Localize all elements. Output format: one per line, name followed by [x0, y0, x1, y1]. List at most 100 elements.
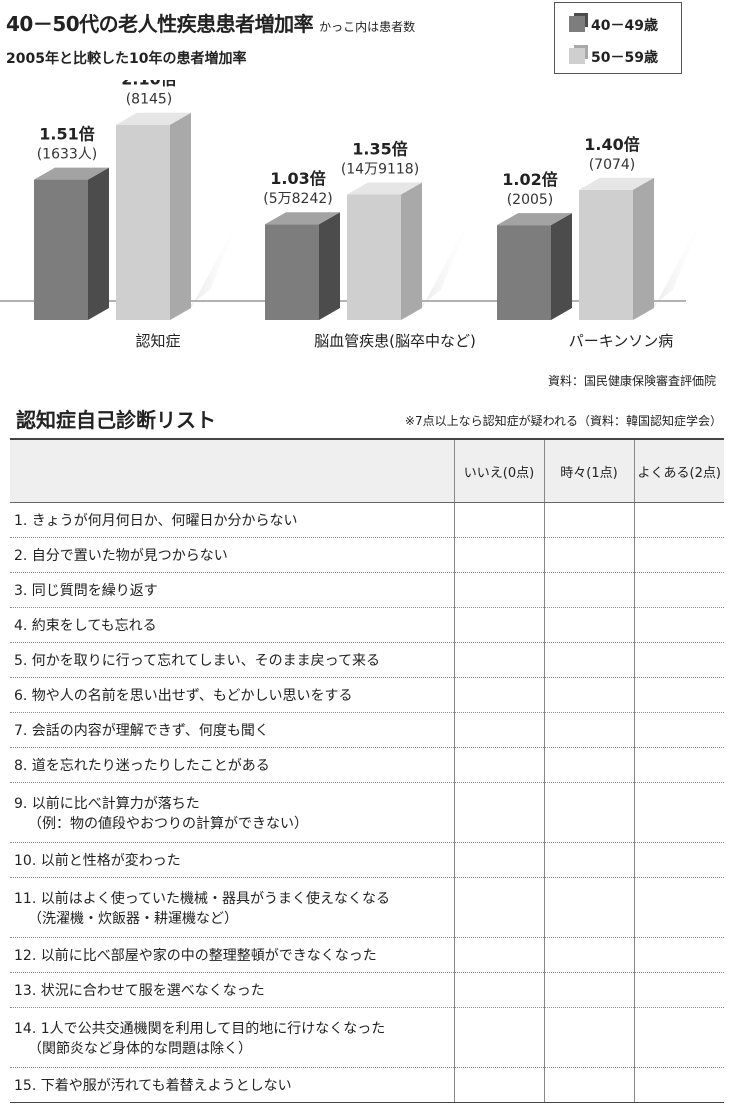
- bar-value-label: 1.40倍: [584, 135, 639, 154]
- checklist-item-line1: 8. 道を忘れたり迷ったりしたことがある: [14, 758, 270, 774]
- answer-cell-often[interactable]: [633, 782, 724, 843]
- bar-top: [579, 177, 654, 190]
- bar-value-label: 1.51倍: [39, 125, 94, 144]
- answer-cell-no[interactable]: [453, 842, 544, 878]
- answer-cell-sometimes[interactable]: [543, 972, 634, 1008]
- answer-cell-no[interactable]: [453, 972, 544, 1008]
- answer-cell-no[interactable]: [453, 937, 544, 973]
- checklist-item-text: 12. 以前に比べ部屋や家の中の整理整頓ができなくなった: [10, 937, 454, 973]
- answer-cell-sometimes[interactable]: [543, 677, 634, 713]
- answer-cell-often[interactable]: [633, 537, 724, 573]
- checklist-row: 11. 以前はよく使っていた機械・器具がうまく使えなくなる （洗濯機・炊飯器・耕運…: [10, 877, 724, 938]
- checklist-row: 12. 以前に比べ部屋や家の中の整理整頓ができなくなった: [10, 937, 724, 973]
- bar-front: [497, 225, 551, 320]
- answer-cell-often[interactable]: [633, 747, 724, 783]
- checklist-row: 2. 自分で置いた物が見つからない: [10, 537, 724, 573]
- answer-cell-no[interactable]: [453, 747, 544, 783]
- answer-cell-no[interactable]: [453, 1007, 544, 1068]
- bar-top: [116, 112, 191, 125]
- checklist-item-line2: （洗濯機・炊飯器・耕運機など）: [28, 910, 238, 927]
- bar-side: [170, 112, 191, 320]
- checklist-row: 4. 約束をしても忘れる: [10, 607, 724, 643]
- checklist-item-text: 7. 会話の内容が理解できず、何度も聞く: [10, 712, 454, 748]
- category-label: 認知症: [135, 332, 180, 350]
- checklist-item-text: 1. きょうが何月何日か、何曜日か分からない: [10, 502, 454, 538]
- answer-cell-often[interactable]: [633, 677, 724, 713]
- checklist-note: ※7点以上なら認知症が疑われる（資料：韓国認知症学会）: [404, 414, 722, 428]
- checklist-item-text: 13. 状況に合わせて服を選べなくなった: [10, 972, 454, 1008]
- answer-cell-often[interactable]: [633, 877, 724, 938]
- checklist-item-text: 8. 道を忘れたり迷ったりしたことがある: [10, 747, 454, 783]
- legend-swatch-50s: [569, 48, 585, 64]
- bar-value-label: 1.35倍: [352, 139, 407, 158]
- bar-value-label: 2.10倍: [121, 80, 176, 89]
- answer-cell-sometimes[interactable]: [543, 642, 634, 678]
- answer-cell-often[interactable]: [633, 1067, 724, 1103]
- answer-cell-sometimes[interactable]: [543, 1067, 634, 1103]
- chart-title-text: 40－50代の老人性疾患患者増加率: [6, 12, 314, 36]
- checklist-row: 1. きょうが何月何日か、何曜日か分からない: [10, 502, 724, 538]
- checklist-body: 1. きょうが何月何日か、何曜日か分からない 2. 自分で置いた物が見つからない 3…: [10, 502, 724, 1103]
- checklist-row: 9. 以前に比べ計算力が落ちた （例：物の値段やおつりの計算ができない）: [10, 782, 724, 843]
- checklist-item-line1: 11. 以前はよく使っていた機械・器具がうまく使えなくなる: [14, 890, 391, 907]
- checklist-item-line1: 15. 下着や服が汚れても着替えようとしない: [14, 1078, 292, 1094]
- answer-cell-no[interactable]: [453, 677, 544, 713]
- answer-cell-no[interactable]: [453, 607, 544, 643]
- bar-front: [265, 224, 319, 320]
- bar-count-label: (5万8242): [263, 191, 332, 207]
- checklist-item-line1: 4. 約束をしても忘れる: [14, 618, 157, 634]
- answer-cell-sometimes[interactable]: [543, 937, 634, 973]
- answer-cell-often[interactable]: [633, 842, 724, 878]
- answer-cell-sometimes[interactable]: [543, 607, 634, 643]
- answer-cell-no[interactable]: [453, 712, 544, 748]
- bar-count-label: (7074): [589, 157, 636, 173]
- answer-cell-often[interactable]: [633, 972, 724, 1008]
- bar-top: [347, 182, 422, 195]
- chart-title-note: かっこ内は患者数: [319, 20, 416, 34]
- answer-cell-often[interactable]: [633, 502, 724, 538]
- header-sometimes: 時々(1点): [543, 438, 634, 503]
- answer-cell-no[interactable]: [453, 877, 544, 938]
- header-often: よくある(2点): [633, 438, 724, 503]
- bar-side: [633, 177, 654, 320]
- bar-count-label: (2005): [507, 192, 554, 208]
- category-label: 脳血管疾患(脳卒中など): [314, 332, 476, 350]
- answer-cell-no[interactable]: [453, 502, 544, 538]
- answer-cell-often[interactable]: [633, 937, 724, 973]
- answer-cell-no[interactable]: [453, 537, 544, 573]
- bar-value-label: 1.02倍: [502, 170, 557, 189]
- answer-cell-no[interactable]: [453, 1067, 544, 1103]
- checklist-title: 認知症自己診断リスト: [16, 408, 216, 432]
- answer-cell-sometimes[interactable]: [543, 782, 634, 843]
- bar-front: [34, 179, 88, 320]
- bar-front: [579, 189, 633, 320]
- checklist-row: 7. 会話の内容が理解できず、何度も聞く: [10, 712, 724, 748]
- checklist-item-text: 5. 何かを取りに行って忘れてしまい、そのまま戻って来る: [10, 642, 454, 678]
- answer-cell-sometimes[interactable]: [543, 747, 634, 783]
- answer-cell-no[interactable]: [453, 572, 544, 608]
- checklist-item-line1: 10. 以前と性格が変わった: [14, 853, 181, 869]
- answer-cell-often[interactable]: [633, 712, 724, 748]
- checklist-row: 15. 下着や服が汚れても着替えようとしない: [10, 1067, 724, 1103]
- checklist-item-line1: 14. 1人で公共交通機関を利用して目的地に行けなくなった: [14, 1020, 386, 1037]
- answer-cell-no[interactable]: [453, 782, 544, 843]
- answer-cell-sometimes[interactable]: [543, 842, 634, 878]
- answer-cell-sometimes[interactable]: [543, 877, 634, 938]
- answer-cell-often[interactable]: [633, 1007, 724, 1068]
- bar-top: [34, 167, 109, 180]
- answer-cell-no[interactable]: [453, 642, 544, 678]
- checklist-item-text: 15. 下着や服が汚れても着替えようとしない: [10, 1067, 454, 1103]
- bar-side: [401, 182, 422, 320]
- answer-cell-sometimes[interactable]: [543, 502, 634, 538]
- answer-cell-sometimes[interactable]: [543, 572, 634, 608]
- answer-cell-sometimes[interactable]: [543, 712, 634, 748]
- answer-cell-sometimes[interactable]: [543, 537, 634, 573]
- answer-cell-often[interactable]: [633, 642, 724, 678]
- checklist-item-line1: 5. 何かを取りに行って忘れてしまい、そのまま戻って来る: [14, 653, 380, 669]
- checklist-item-text: 4. 約束をしても忘れる: [10, 607, 454, 643]
- answer-cell-sometimes[interactable]: [543, 1007, 634, 1068]
- answer-cell-often[interactable]: [633, 607, 724, 643]
- answer-cell-often[interactable]: [633, 572, 724, 608]
- checklist-row: 3. 同じ質問を繰り返す: [10, 572, 724, 608]
- checklist-item-line1: 6. 物や人の名前を思い出せず、もどかしい思いをする: [14, 688, 353, 704]
